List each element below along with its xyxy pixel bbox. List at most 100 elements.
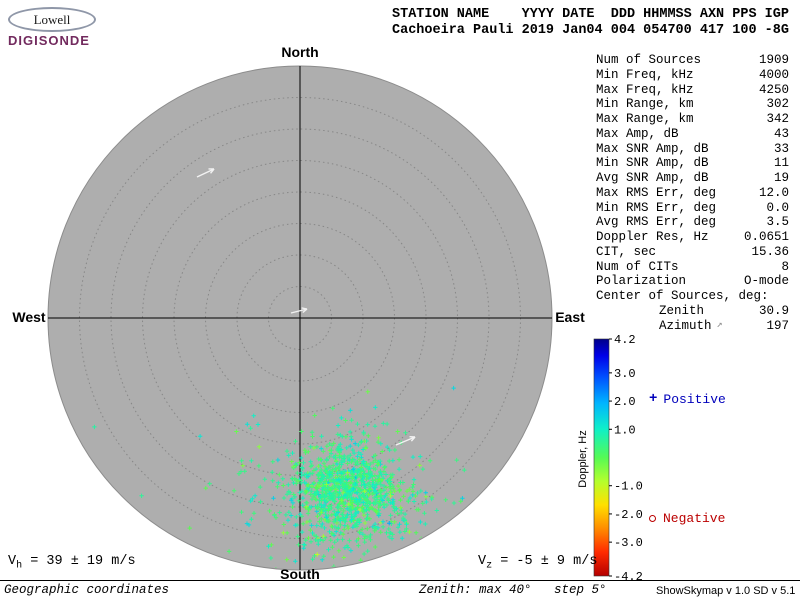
source-point <box>321 502 327 508</box>
source-point <box>277 472 282 477</box>
source-point <box>390 500 395 505</box>
source-point <box>345 523 350 529</box>
stat-label: Azimuth <box>659 318 712 333</box>
source-point <box>255 422 261 427</box>
stat-label-group: Zenith <box>659 304 704 319</box>
source-point <box>371 480 376 486</box>
source-point <box>289 476 295 481</box>
source-point <box>376 513 381 518</box>
source-point <box>270 459 275 464</box>
source-point <box>360 447 366 452</box>
source-point <box>372 473 378 478</box>
stats-row: Num of CITs 8 <box>596 260 789 275</box>
source-point <box>342 504 347 509</box>
source-point <box>319 446 324 451</box>
source-point <box>341 456 347 462</box>
source-point <box>372 524 378 529</box>
source-point <box>312 413 317 418</box>
source-point <box>321 461 327 466</box>
source-point <box>327 491 332 496</box>
source-point <box>395 483 401 489</box>
stat-value: 197 <box>766 318 789 333</box>
source-point <box>309 523 314 528</box>
source-point <box>386 526 391 532</box>
source-point <box>327 464 333 470</box>
source-point <box>293 559 298 564</box>
compass-north-label: North <box>281 44 318 60</box>
source-point <box>323 467 329 473</box>
source-point <box>387 447 392 453</box>
stat-label: Num of Sources <box>596 53 702 67</box>
source-point <box>343 500 348 506</box>
source-point <box>336 525 341 530</box>
source-point <box>301 546 306 551</box>
source-point <box>429 496 434 502</box>
lowell-logo-ellipse: Lowell <box>8 7 96 32</box>
source-point <box>378 441 383 446</box>
source-point <box>378 488 383 493</box>
source-point <box>355 421 360 427</box>
source-point <box>337 455 342 460</box>
source-point <box>314 444 320 450</box>
source-point <box>351 457 357 462</box>
source-point <box>326 504 332 509</box>
source-point <box>420 501 425 506</box>
source-point <box>326 475 332 480</box>
source-point <box>318 507 323 512</box>
stat-label: Min Freq, kHz <box>596 67 694 82</box>
source-point <box>380 585 384 589</box>
source-point <box>402 518 408 523</box>
source-point <box>370 478 375 483</box>
legend-positive: + Positive <box>649 391 726 407</box>
source-point <box>372 424 378 429</box>
colorbar-tick-label: 2.0 <box>614 395 636 409</box>
source-point <box>347 489 353 494</box>
source-point <box>357 517 363 522</box>
vz-subscript: z <box>486 560 493 572</box>
vh-readout: Vh = 39 ± 19 m/s <box>8 554 136 572</box>
source-point <box>379 472 384 477</box>
source-point <box>387 530 393 535</box>
source-point <box>362 520 368 526</box>
source-point <box>404 488 410 494</box>
source-point <box>361 509 367 514</box>
legend-positive-label: Positive <box>663 391 726 407</box>
source-point <box>308 492 313 497</box>
source-point <box>336 485 341 490</box>
drift-arrow-head <box>301 307 308 310</box>
source-point <box>411 499 417 504</box>
source-point <box>332 540 337 545</box>
source-point <box>339 498 344 503</box>
source-point <box>307 518 313 524</box>
source-point <box>423 494 429 499</box>
source-point <box>284 448 290 454</box>
drift-arrow-head <box>410 436 416 442</box>
source-point <box>341 555 346 560</box>
source-point <box>457 527 462 532</box>
source-point <box>312 553 317 559</box>
source-point <box>361 493 366 498</box>
source-point <box>331 463 336 468</box>
stats-center-row: Zenith 30.9 <box>596 304 789 319</box>
source-point <box>423 490 428 495</box>
drift-arrow-shaft <box>290 308 308 314</box>
source-point <box>320 485 326 490</box>
stat-label: CIT, sec <box>596 244 657 259</box>
source-point <box>325 489 331 494</box>
stats-row: Max RMS Err, deg 12.0 <box>596 186 789 201</box>
stats-panel: Num of Sources 1909 Min Freq, kHz 4000 Max F… <box>596 53 789 333</box>
source-point <box>384 421 390 427</box>
circle-icon <box>649 515 656 522</box>
source-point <box>306 449 311 454</box>
colorbar-tick-label: 1.0 <box>614 423 636 437</box>
source-point <box>400 480 406 485</box>
source-point <box>349 517 354 522</box>
source-point <box>318 457 323 462</box>
source-point <box>380 524 386 530</box>
source-point <box>329 523 334 529</box>
source-point <box>352 482 357 488</box>
source-point <box>398 497 403 503</box>
source-point <box>362 472 367 477</box>
source-point <box>416 507 421 512</box>
